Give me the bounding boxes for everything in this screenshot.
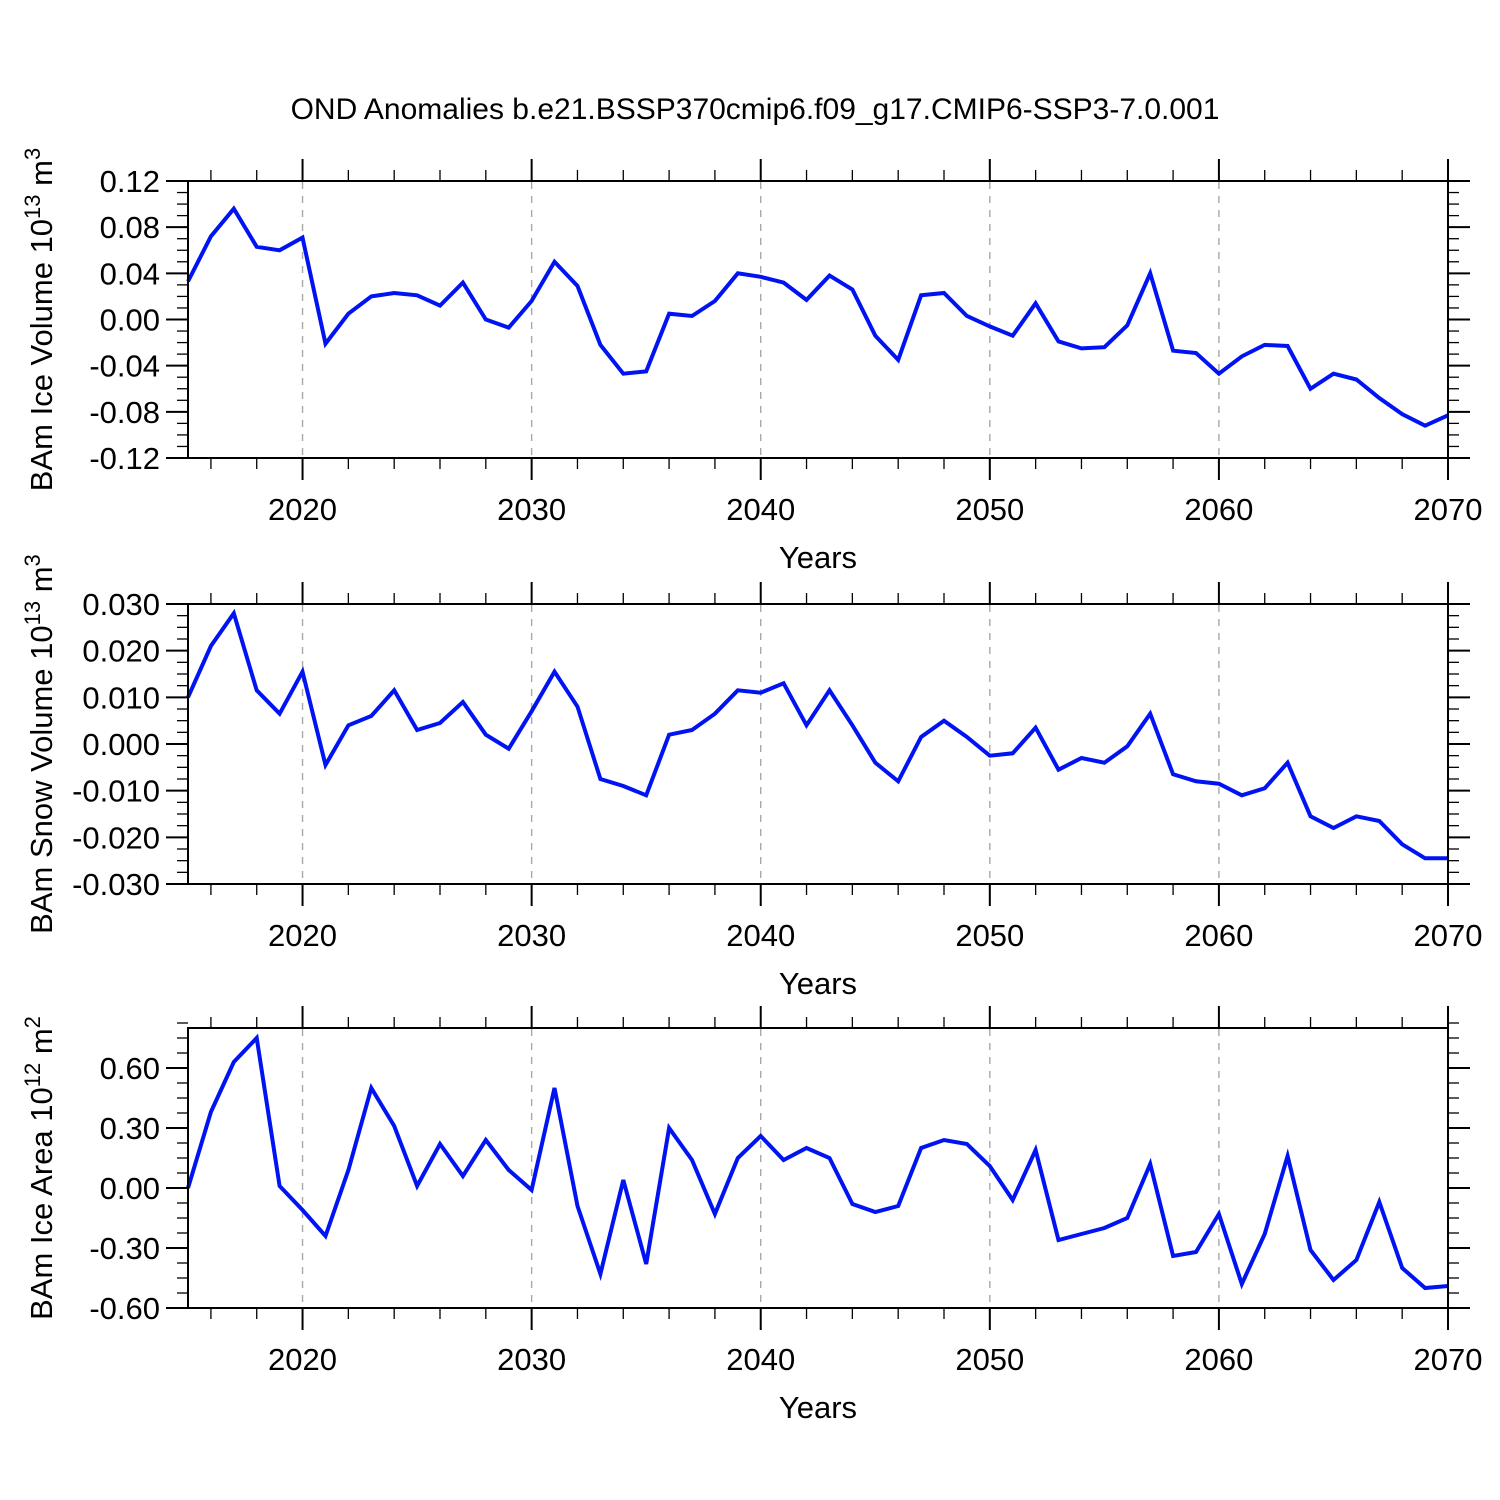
x-tick-label: 2060 (1184, 1342, 1253, 1377)
x-tick-label: 2060 (1184, 918, 1253, 953)
y-axis-title: BAm Ice Area 1012 m2 (20, 1016, 59, 1320)
y-tick-label: 0.010 (82, 680, 160, 715)
y-tick-label: 0.60 (100, 1051, 160, 1086)
gridlines (301, 605, 1220, 883)
y-tick-label: -0.010 (72, 774, 160, 809)
y-tick-labels: 0.60 0.30 0.00 -0.30 -0.60 (89, 1051, 160, 1326)
x-tick-label: 2050 (955, 1342, 1024, 1377)
ticks (166, 582, 1470, 906)
plot-frame (187, 603, 1449, 885)
gridlines (301, 182, 1220, 457)
y-tick-label: 0.030 (82, 587, 160, 622)
y-tick-label: -0.12 (89, 441, 160, 476)
y-tick-label: 0.30 (100, 1111, 160, 1146)
x-axis-title: Years (779, 966, 857, 1001)
gridlines (301, 1029, 1220, 1307)
x-tick-label: 2050 (955, 918, 1024, 953)
panel-snow-volume: 0.030 0.020 0.010 0.000 -0.010 -0.020 -0.030 20… (20, 554, 1482, 1001)
x-tick-label: 2020 (268, 1342, 337, 1377)
y-tick-label: -0.020 (72, 820, 160, 855)
y-tick-label: 0.12 (100, 164, 160, 199)
x-tick-label: 2070 (1414, 1342, 1483, 1377)
y-tick-label: -0.30 (89, 1231, 160, 1266)
x-axis-title: Years (779, 540, 857, 575)
x-tick-label: 2040 (726, 492, 795, 527)
ticks (166, 1006, 1470, 1330)
y-tick-label: -0.60 (89, 1291, 160, 1326)
plot-frame (187, 1027, 1449, 1309)
y-tick-label: 0.00 (100, 1171, 160, 1206)
y-axis-title: BAm Ice Volume 1013 m3 (20, 148, 59, 491)
y-tick-label: -0.04 (89, 349, 160, 384)
x-tick-label: 2030 (497, 1342, 566, 1377)
x-tick-label: 2040 (726, 1342, 795, 1377)
y-tick-label: -0.08 (89, 395, 160, 430)
plot-frame (187, 180, 1449, 459)
x-tick-label: 2030 (497, 918, 566, 953)
x-tick-label: 2070 (1414, 492, 1483, 527)
x-tick-label: 2050 (955, 492, 1024, 527)
x-tick-labels: 2020 2030 2040 2050 2060 2070 (268, 492, 1482, 527)
y-tick-label: 0.00 (100, 303, 160, 338)
x-axis-title: Years (779, 1390, 857, 1425)
y-tick-label: 0.08 (100, 210, 160, 245)
y-tick-labels: 0.12 0.08 0.04 0.00 -0.04 -0.08 -0.12 (89, 164, 160, 476)
y-tick-label: 0.000 (82, 727, 160, 762)
ice-area-data-line (186, 1033, 1449, 1291)
x-tick-label: 2040 (726, 918, 795, 953)
snow-volume-data-line (186, 608, 1448, 861)
x-tick-label: 2030 (497, 492, 566, 527)
y-tick-label: 0.04 (100, 256, 160, 291)
y-tick-labels: 0.030 0.020 0.010 0.000 -0.010 -0.020 -0.030 (72, 587, 160, 902)
x-tick-labels: 2020 2030 2040 2050 2060 2070 (268, 918, 1482, 953)
ice-volume-data-line (186, 205, 1449, 428)
x-tick-label: 2020 (268, 918, 337, 953)
x-tick-label: 2020 (268, 492, 337, 527)
ticks (166, 159, 1470, 480)
x-tick-label: 2060 (1184, 492, 1253, 527)
y-tick-label: 0.020 (82, 634, 160, 669)
x-tick-labels: 2020 2030 2040 2050 2060 2070 (268, 1342, 1482, 1377)
plot-title: OND Anomalies b.e21.BSSP370cmip6.f09_g17… (290, 93, 1220, 126)
y-axis-title: BAm Snow Volume 1013 m3 (20, 554, 59, 934)
x-tick-label: 2070 (1414, 918, 1483, 953)
y-tick-label: -0.030 (72, 867, 160, 902)
